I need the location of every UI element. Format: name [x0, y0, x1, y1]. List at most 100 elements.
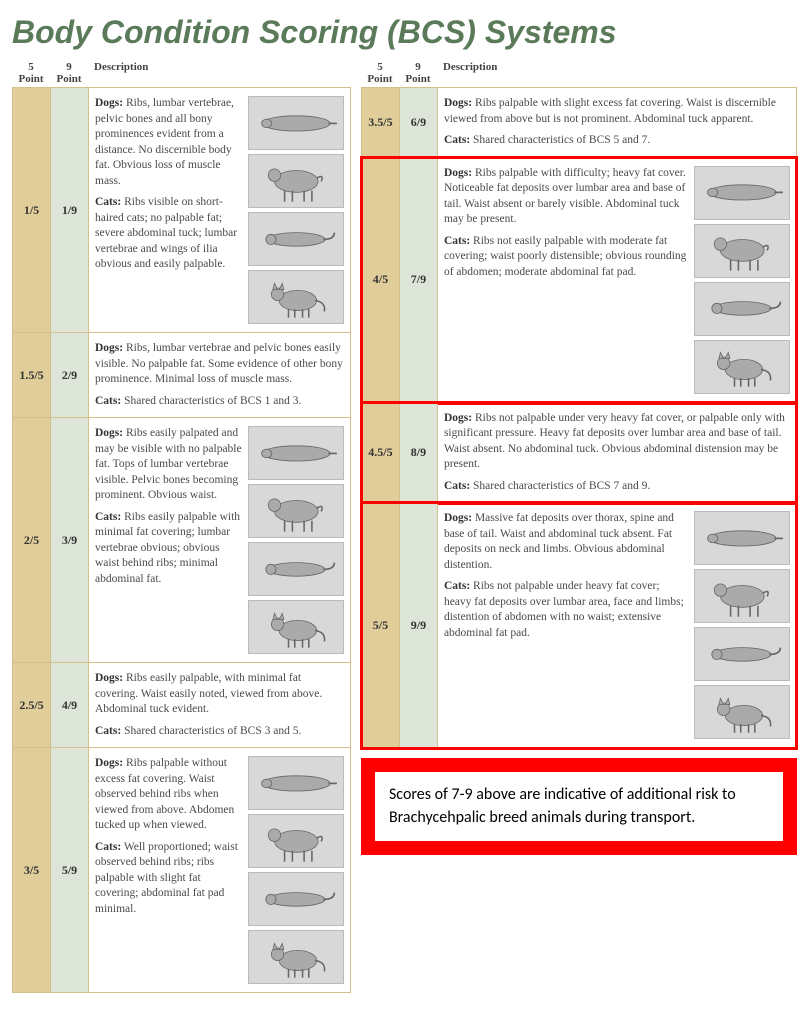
score-9pt: 6/9	[400, 88, 438, 157]
dogs-desc: Dogs: Ribs easily palpable, with minimal…	[95, 671, 344, 718]
dog-side-icon	[248, 154, 344, 208]
score-5pt: 2.5/5	[13, 663, 51, 747]
dog-side-icon	[248, 484, 344, 538]
dog-top-icon	[248, 426, 344, 480]
animal-images	[248, 96, 344, 324]
bcs-row: 2/53/9Dogs: Ribs easily palpated and may…	[13, 418, 350, 663]
score-9pt: 3/9	[51, 418, 89, 662]
description-text: Dogs: Massive fat deposits over thorax, …	[444, 511, 688, 739]
cat-side-icon	[248, 600, 344, 654]
description-cell: Dogs: Ribs, lumbar vertebrae, pelvic bon…	[89, 88, 350, 332]
cat-side-icon	[248, 930, 344, 984]
cat-top-icon	[694, 282, 790, 336]
score-5pt: 2/5	[13, 418, 51, 662]
dogs-desc: Dogs: Ribs palpable with slight excess f…	[444, 96, 790, 127]
description-cell: Dogs: Ribs not palpable under very heavy…	[438, 403, 796, 503]
hdr-9pt: 9 Point	[50, 61, 88, 85]
description-text: Dogs: Ribs palpable with difficulty; hea…	[444, 166, 688, 394]
description-cell: Dogs: Ribs palpable without excess fat c…	[89, 748, 350, 992]
animal-images	[694, 166, 790, 394]
bcs-row: 4.5/58/9Dogs: Ribs not palpable under ve…	[362, 403, 796, 504]
description-text: Dogs: Ribs easily palpated and may be vi…	[95, 426, 242, 654]
dogs-desc: Dogs: Ribs easily palpated and may be vi…	[95, 426, 242, 504]
score-5pt: 4/5	[362, 158, 400, 402]
description-text: Dogs: Ribs palpable without excess fat c…	[95, 756, 242, 984]
cat-top-icon	[694, 627, 790, 681]
description-cell: Dogs: Ribs palpable with slight excess f…	[438, 88, 796, 157]
cats-desc: Cats: Shared characteristics of BCS 7 an…	[444, 479, 790, 495]
score-9pt: 9/9	[400, 503, 438, 747]
bcs-row: 1.5/52/9Dogs: Ribs, lumbar vertebrae and…	[13, 333, 350, 418]
description-cell: Dogs: Ribs easily palpable, with minimal…	[89, 663, 350, 747]
page-title: Body Condition Scoring (BCS) Systems	[12, 10, 797, 61]
cat-top-icon	[248, 212, 344, 266]
score-5pt: 4.5/5	[362, 403, 400, 503]
description-text: Dogs: Ribs, lumbar vertebrae, pelvic bon…	[95, 96, 242, 324]
score-9pt: 7/9	[400, 158, 438, 402]
cat-top-icon	[248, 542, 344, 596]
dogs-desc: Dogs: Ribs palpable with difficulty; hea…	[444, 166, 688, 228]
dogs-desc: Dogs: Ribs not palpable under very heavy…	[444, 411, 790, 473]
cats-desc: Cats: Shared characteristics of BCS 5 an…	[444, 133, 790, 149]
score-5pt: 3/5	[13, 748, 51, 992]
dog-side-icon	[248, 814, 344, 868]
bcs-row: 5/59/9Dogs: Massive fat deposits over th…	[362, 503, 796, 748]
animal-images	[248, 756, 344, 984]
warning-box: Scores of 7-9 above are indicative of ad…	[361, 758, 797, 855]
dog-top-icon	[248, 96, 344, 150]
cats-desc: Cats: Ribs not palpable under heavy fat …	[444, 579, 688, 641]
dog-top-icon	[248, 756, 344, 810]
dogs-desc: Dogs: Ribs palpable without excess fat c…	[95, 756, 242, 834]
description-cell: Dogs: Ribs palpable with difficulty; hea…	[438, 158, 796, 402]
score-5pt: 5/5	[362, 503, 400, 747]
animal-images	[694, 511, 790, 739]
bcs-row: 3/55/9Dogs: Ribs palpable without excess…	[13, 748, 350, 993]
bcs-row: 3.5/56/9Dogs: Ribs palpable with slight …	[362, 88, 796, 158]
description-cell: Dogs: Massive fat deposits over thorax, …	[438, 503, 796, 747]
cats-desc: Cats: Shared characteristics of BCS 1 an…	[95, 394, 344, 410]
score-5pt: 3.5/5	[362, 88, 400, 157]
cats-desc: Cats: Ribs visible on short-haired cats;…	[95, 195, 242, 273]
hdr-desc: Description	[88, 61, 351, 85]
dog-top-icon	[694, 166, 790, 220]
dog-side-icon	[694, 224, 790, 278]
cats-desc: Cats: Ribs easily palpable with minimal …	[95, 510, 242, 588]
warning-text: Scores of 7-9 above are indicative of ad…	[375, 772, 783, 841]
cats-desc: Cats: Well proportioned; waist observed …	[95, 840, 242, 918]
description-text: Dogs: Ribs palpable with slight excess f…	[444, 96, 790, 149]
description-text: Dogs: Ribs, lumbar vertebrae and pelvic …	[95, 341, 344, 409]
right-column: 5 Point 9 Point Description 3.5/56/9Dogs…	[361, 61, 797, 993]
dogs-desc: Dogs: Massive fat deposits over thorax, …	[444, 511, 688, 573]
animal-images	[248, 426, 344, 654]
bcs-row: 4/57/9Dogs: Ribs palpable with difficult…	[362, 158, 796, 403]
hdr-9pt: 9 Point	[399, 61, 437, 85]
cat-side-icon	[248, 270, 344, 324]
hdr-5pt: 5 Point	[361, 61, 399, 85]
description-cell: Dogs: Ribs easily palpated and may be vi…	[89, 418, 350, 662]
hdr-5pt: 5 Point	[12, 61, 50, 85]
description-text: Dogs: Ribs easily palpable, with minimal…	[95, 671, 344, 739]
score-5pt: 1.5/5	[13, 333, 51, 417]
score-5pt: 1/5	[13, 88, 51, 332]
description-text: Dogs: Ribs not palpable under very heavy…	[444, 411, 790, 495]
cats-desc: Cats: Shared characteristics of BCS 3 an…	[95, 724, 344, 740]
dog-side-icon	[694, 569, 790, 623]
description-cell: Dogs: Ribs, lumbar vertebrae and pelvic …	[89, 333, 350, 417]
score-9pt: 2/9	[51, 333, 89, 417]
left-column: 5 Point 9 Point Description 1/51/9Dogs: …	[12, 61, 351, 993]
score-9pt: 5/9	[51, 748, 89, 992]
columns-container: 5 Point 9 Point Description 1/51/9Dogs: …	[12, 61, 797, 993]
left-header: 5 Point 9 Point Description	[12, 61, 351, 87]
dog-top-icon	[694, 511, 790, 565]
cat-top-icon	[248, 872, 344, 926]
dogs-desc: Dogs: Ribs, lumbar vertebrae, pelvic bon…	[95, 96, 242, 189]
cat-side-icon	[694, 685, 790, 739]
dogs-desc: Dogs: Ribs, lumbar vertebrae and pelvic …	[95, 341, 344, 388]
score-9pt: 1/9	[51, 88, 89, 332]
bcs-row: 1/51/9Dogs: Ribs, lumbar vertebrae, pelv…	[13, 88, 350, 333]
bcs-row: 2.5/54/9Dogs: Ribs easily palpable, with…	[13, 663, 350, 748]
score-9pt: 8/9	[400, 403, 438, 503]
hdr-desc: Description	[437, 61, 797, 85]
cats-desc: Cats: Ribs not easily palpable with mode…	[444, 234, 688, 281]
right-header: 5 Point 9 Point Description	[361, 61, 797, 87]
